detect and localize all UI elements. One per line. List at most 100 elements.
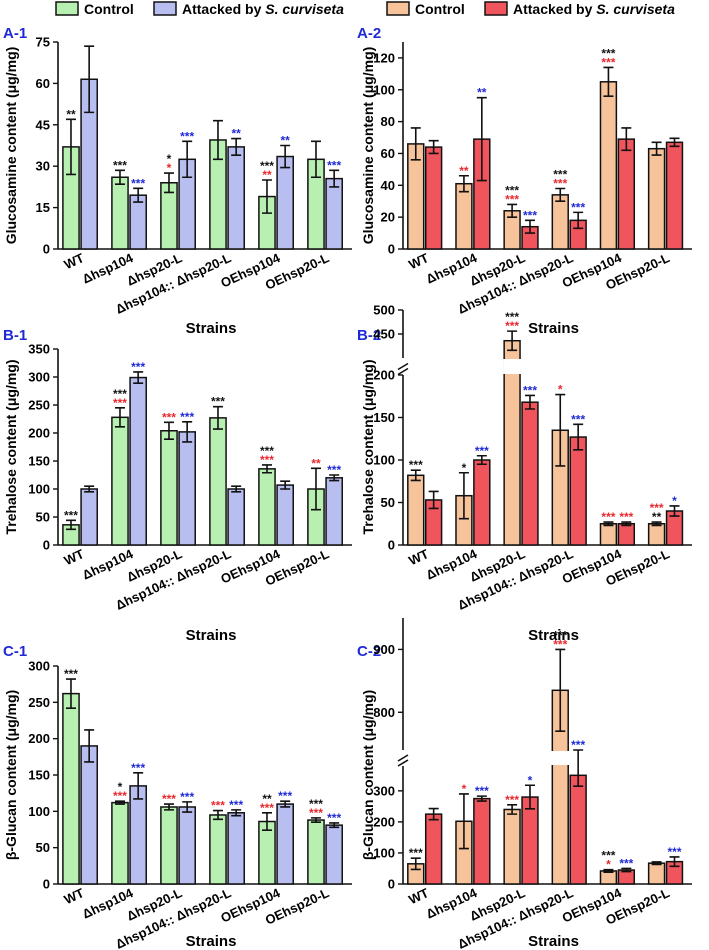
x-tick-label-b-2-wt: WT [406, 546, 431, 568]
sig-a-1-4-0-1: ** [262, 168, 272, 182]
bar-a-2-hsp104-control [455, 182, 473, 250]
sig-b-2-5-0-0: *** [650, 501, 664, 515]
error-bar-a-1-1-1 [133, 187, 144, 203]
legend-swatch-attacked-red [484, 1, 508, 16]
bar-a-1-hsp104-attacked [129, 194, 147, 250]
error-bar-b-1-2-0 [163, 421, 174, 440]
error-bar-b-1-0-1 [84, 485, 95, 493]
sig-b-1-4-0-1: *** [260, 453, 274, 467]
error-bar-a-2-2-0 [507, 203, 518, 218]
sig-a-2-3-0-0: *** [553, 167, 567, 181]
error-bar-c-1-2-1 [182, 801, 193, 813]
bar-c-1-hsp104-attacked [129, 785, 147, 885]
y-tick-label-c-1-250: 250 [28, 695, 50, 710]
sig-b-2-2-0-1: *** [505, 319, 519, 333]
bar-b-1-oehsp104-control [258, 468, 276, 546]
error-bar-c-1-5-0 [310, 817, 321, 824]
sig-a-1-2-0-1: * [167, 161, 172, 175]
error-bar-c-1-3-0 [212, 809, 223, 821]
error-bar-a-2-4-0 [603, 66, 614, 97]
error-bar-c-2-4-1 [621, 867, 632, 873]
sig-c-2-2-0-0: *** [505, 793, 519, 807]
sig-c-2-3-0-0: *** [553, 628, 567, 642]
error-bar-a-2-5-1 [669, 137, 680, 148]
panel-b-2: B-2 0 50 100 150 200 450 500 Trehalose content (… [357, 303, 692, 644]
error-bar-c-1-3-1 [231, 809, 242, 817]
sig-a-2-1-1-0: ** [477, 86, 487, 100]
bar-c-1-wt-control [62, 692, 80, 885]
y-tick-label-b-2-50: 50 [381, 495, 395, 510]
sig-b-1-0-0-0: *** [64, 508, 78, 522]
sig-b-1-2-0-0: *** [162, 410, 176, 424]
x-axis-title-b-1: Strains [186, 627, 237, 644]
y-tick-label-b-1-350: 350 [28, 342, 50, 357]
bar-a-2-oehsp20-l-attacked [665, 141, 684, 250]
y-tick-label-b-2-150: 150 [373, 410, 395, 425]
sig-c-1-3-0-0: *** [211, 799, 225, 813]
bar-c-2-wt-attacked [424, 813, 443, 885]
sig-b-2-3-1-0: *** [571, 412, 585, 426]
legend-label-control-right: Control [415, 1, 465, 17]
y-tick-label-b-1-300: 300 [28, 370, 50, 385]
error-bar-b-1-0-0 [65, 519, 76, 531]
panel-b-1: B-1 0 50 100 150 200 250 300 350 Trehalose conten… [3, 327, 352, 644]
error-bar-b-1-2-1 [182, 421, 193, 443]
error-bar-a-1-4-0 [261, 179, 272, 214]
error-bar-c-1-4-1 [280, 800, 291, 808]
sig-a-1-1-0-0: *** [113, 158, 127, 172]
error-bar-b-1-1-0 [114, 407, 125, 428]
bar-b-2-wt-control [407, 474, 425, 546]
error-bar-b-1-5-1 [329, 474, 340, 482]
bar-c-2-hsp20-l-attacked [521, 796, 539, 885]
error-bar-a-2-5-0 [651, 141, 662, 156]
error-bar-b-2-3-0 [555, 393, 566, 467]
legend-swatch-control-green [55, 1, 79, 16]
panel-label-c-1: C-1 [3, 643, 27, 660]
error-bar-b-1-5-0 [310, 467, 321, 511]
bar-break-gap-b-2-2-0 [503, 359, 522, 374]
y-tick-label-c-2-0: 0 [388, 877, 395, 892]
legend-label-control-left: Control [84, 1, 134, 17]
y-tick-label-c-1-300: 300 [28, 659, 50, 674]
sig-b-1-1-0-0: *** [113, 387, 127, 401]
legend-label-attacked-left: Attacked by S. curviseta [182, 1, 344, 17]
sig-c-1-1-1-0: *** [131, 761, 145, 775]
y-tick-label-c-1-150: 150 [28, 768, 50, 783]
sig-a-1-2-0-0: * [167, 152, 172, 166]
y-tick-label-c-2-100: 100 [373, 845, 395, 860]
sig-c-2-2-1-0: * [528, 773, 533, 787]
bar-b-2-oehsp104-control [599, 523, 618, 546]
sig-b-2-4-0-0: *** [601, 510, 615, 524]
x-axis-title-c-2: Strains [528, 933, 579, 950]
axis-break-mark-b-2 [397, 362, 409, 376]
sig-b-2-0-0-0: *** [409, 458, 423, 472]
x-tick-label-a-2-wt: WT [406, 250, 431, 272]
error-bar-b-2-0-1 [428, 490, 439, 510]
sig-a-1-4-0-0: *** [260, 159, 274, 173]
sig-c-1-1-0-0: * [118, 780, 123, 794]
sig-a-2-3-0-1: *** [553, 176, 567, 190]
sig-c-2-3-1-0: *** [571, 738, 585, 752]
error-bar-c-1-5-1 [329, 822, 340, 829]
error-bar-a-1-2-0 [163, 172, 174, 194]
y-tick-label-a-2-60: 60 [381, 146, 395, 161]
error-bar-c-2-3-0 [555, 648, 566, 732]
sig-c-1-1-0-1: *** [113, 789, 127, 803]
bar-c-1-hsp104-hsp20-l-attacked [227, 812, 245, 885]
error-bar-c-1-0-1 [84, 729, 95, 763]
panel-c-2: C-2 0 100 200 300 800 900 β-Glucan content (μg/… [357, 618, 692, 950]
y-tick-label-a-2-80: 80 [381, 114, 395, 129]
y-tick-label-b-2-0: 0 [388, 538, 395, 553]
error-bar-a-2-4-1 [621, 127, 632, 152]
y-tick-label-c-1-200: 200 [28, 731, 50, 746]
sig-c-1-2-0-0: *** [162, 792, 176, 806]
sig-a-1-3-1-0: ** [231, 127, 241, 141]
error-bar-a-1-1-0 [114, 169, 125, 185]
error-bar-c-1-4-0 [261, 811, 272, 832]
error-bar-c-1-0-0 [65, 678, 76, 709]
error-bar-a-2-0-0 [410, 127, 421, 161]
sig-c-1-2-1-0: *** [180, 790, 194, 804]
sig-b-2-2-1-0: *** [523, 383, 537, 397]
sig-c-2-1-0-0: * [462, 782, 467, 796]
